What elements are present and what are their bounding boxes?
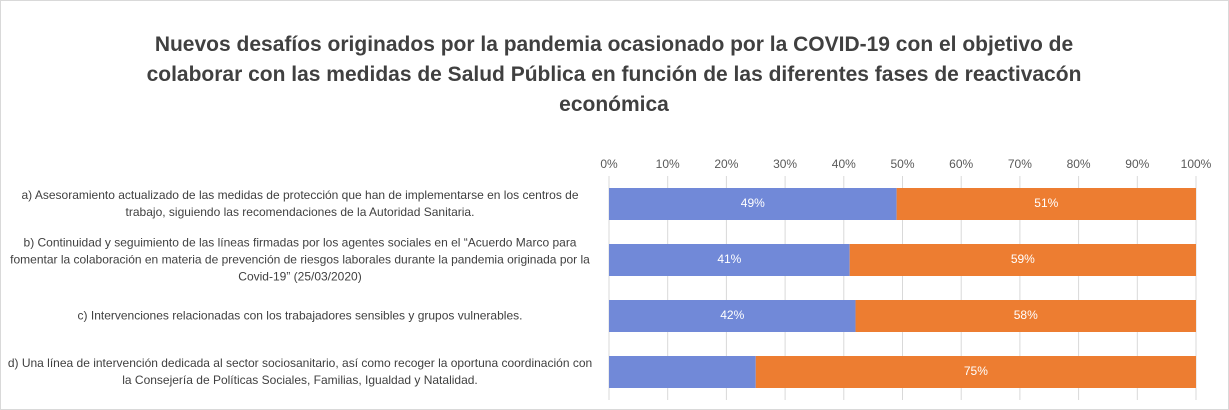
x-tick-label: 100%	[1181, 157, 1212, 171]
value-label: 58%	[1014, 308, 1038, 322]
bar-segment	[609, 356, 756, 388]
x-tick-label: 20%	[714, 157, 738, 171]
value-label: 51%	[1034, 196, 1058, 210]
bar-segment	[896, 188, 1196, 220]
value-label: 59%	[1011, 252, 1035, 266]
category-label: a) Asesoramiento actualizado de las medi…	[21, 188, 579, 219]
bar-segment	[755, 356, 1196, 388]
bar-segment	[855, 300, 1196, 332]
x-tick-label: 70%	[1008, 157, 1032, 171]
x-tick-label: 30%	[773, 157, 797, 171]
x-tick-label: 90%	[1125, 157, 1149, 171]
category-label: c) Intervenciones relacionadas con los t…	[77, 308, 523, 323]
chart-title: Nuevos desafíos originados por la pandem…	[146, 33, 1082, 116]
value-label: 42%	[720, 308, 744, 322]
x-tick-label: 10%	[656, 157, 680, 171]
category-label: d) Una línea de intervención dedicada al…	[7, 356, 593, 387]
bar-segment	[849, 244, 1196, 276]
x-tick-label: 80%	[1067, 157, 1091, 171]
value-label: 49%	[741, 196, 765, 210]
value-label: 75%	[964, 364, 988, 378]
category-label: b) Continuidad y seguimiento de las líne…	[10, 235, 590, 284]
x-tick-label: 50%	[890, 157, 914, 171]
x-tick-label: 40%	[832, 157, 856, 171]
x-tick-label: 0%	[600, 157, 618, 171]
value-label: 41%	[717, 252, 741, 266]
bar-segment	[609, 300, 856, 332]
bar-segment	[609, 188, 897, 220]
bar-segment	[609, 244, 850, 276]
x-tick-label: 60%	[949, 157, 973, 171]
